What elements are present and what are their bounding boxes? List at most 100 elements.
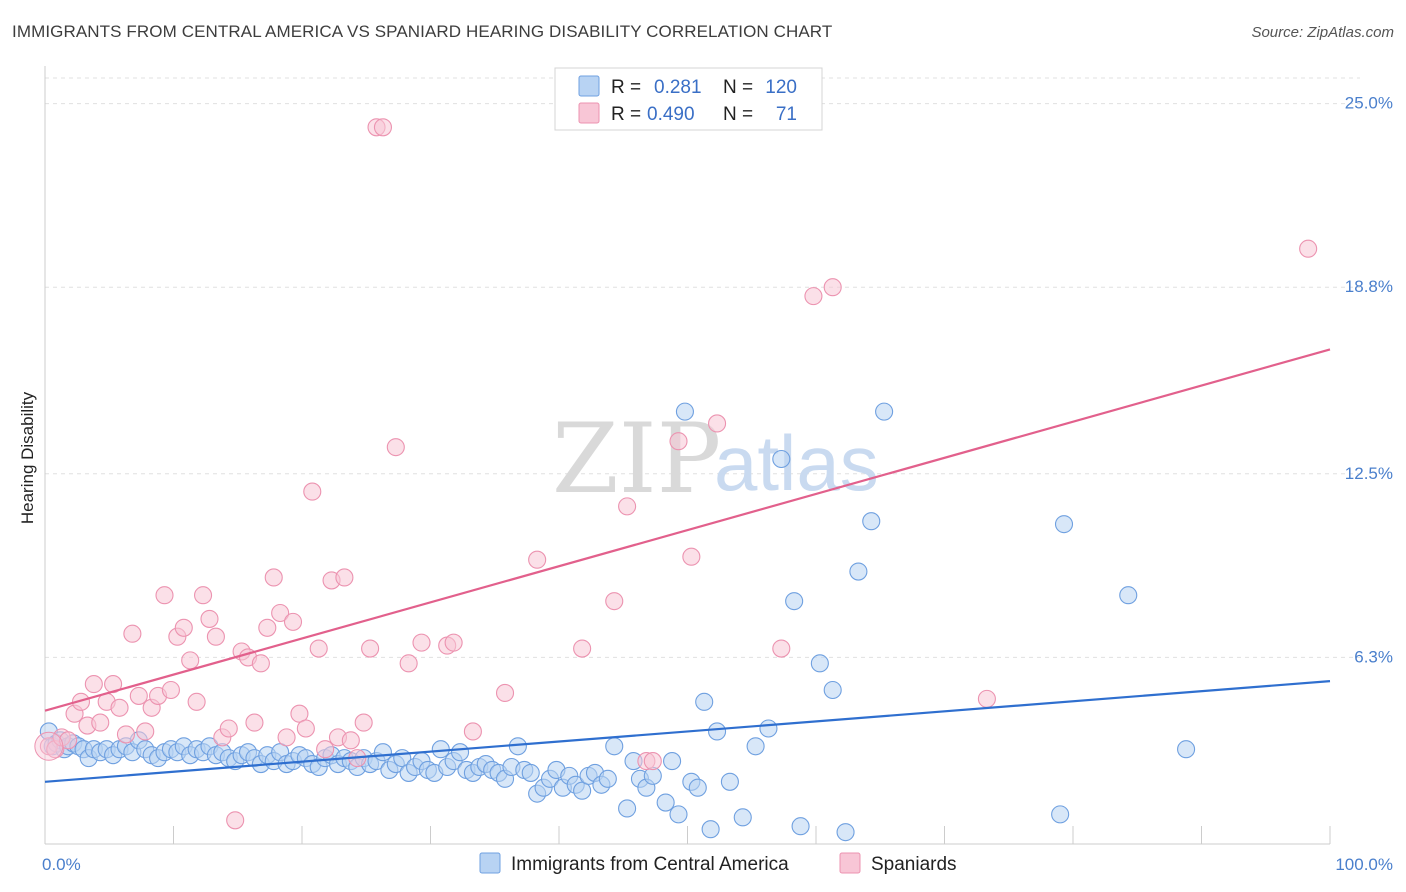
point-spaniards	[251, 654, 270, 673]
point-spaniards	[59, 731, 78, 750]
point-central-america	[759, 719, 778, 738]
y-tick-label: 6.3%	[1354, 647, 1393, 666]
point-spaniards	[129, 686, 148, 705]
trend-line-spaniards	[44, 348, 1331, 712]
point-central-america	[598, 769, 617, 788]
point-spaniards	[528, 550, 547, 569]
y-tick-label: 25.0%	[1345, 94, 1393, 113]
point-central-america	[373, 743, 393, 762]
series-legend: Immigrants from Central America Spaniard…	[479, 852, 957, 875]
series-legend-label-spaniards: Spaniards	[871, 854, 957, 875]
point-spaniards	[643, 752, 662, 771]
legend-n-label: N =	[723, 77, 753, 98]
point-spaniards	[823, 278, 842, 297]
chart-title: IMMIGRANTS FROM CENTRAL AMERICA VS SPANI…	[12, 22, 833, 41]
point-central-america	[1054, 515, 1074, 534]
trend-lines	[44, 348, 1331, 783]
point-central-america	[451, 743, 470, 762]
chart-source: Source: ZipAtlas.com	[1251, 24, 1394, 41]
point-spaniards	[412, 633, 431, 652]
data-points	[34, 118, 1318, 842]
point-spaniards	[219, 719, 238, 738]
point-spaniards	[226, 811, 245, 830]
axes	[44, 66, 1331, 845]
y-tick-label: 12.5%	[1345, 464, 1393, 483]
legend-r-label: R =	[611, 77, 641, 98]
point-central-america	[862, 512, 881, 531]
point-spaniards	[200, 609, 219, 628]
legend-n-value: 71	[776, 104, 797, 125]
stats-legend: R = 0.281 N = 120 R = 0.490 N = 71	[554, 67, 823, 131]
point-spaniards	[194, 586, 213, 605]
series-legend-swatch-spaniards	[839, 852, 861, 874]
point-central-america	[605, 737, 624, 756]
y-axis-label: Hearing Disability	[18, 391, 37, 524]
point-spaniards	[123, 624, 142, 643]
point-central-america	[810, 654, 829, 673]
point-spaniards	[386, 438, 405, 457]
point-spaniards	[682, 547, 701, 566]
point-central-america	[618, 799, 637, 818]
point-central-america	[772, 449, 791, 469]
point-spaniards	[373, 118, 393, 137]
point-spaniards	[283, 612, 303, 631]
point-central-america	[701, 820, 720, 839]
point-spaniards	[495, 683, 515, 703]
point-spaniards	[136, 722, 155, 741]
point-spaniards	[618, 497, 637, 516]
point-spaniards	[277, 728, 296, 747]
point-central-america	[791, 817, 810, 836]
point-central-america	[669, 805, 688, 824]
point-central-america	[695, 692, 714, 711]
grid-lines	[45, 77, 1360, 658]
point-spaniards	[605, 592, 624, 611]
point-spaniards	[84, 675, 103, 694]
y-tick-labels: 6.3% 12.5% 18.8% 25.0%	[1345, 94, 1393, 667]
point-spaniards	[264, 568, 283, 587]
point-spaniards	[161, 680, 180, 700]
point-central-america	[1177, 740, 1196, 759]
point-spaniards	[354, 713, 373, 732]
point-spaniards	[669, 432, 688, 451]
point-central-america	[663, 752, 682, 771]
point-spaniards	[708, 414, 727, 433]
point-spaniards	[187, 692, 206, 711]
point-spaniards	[772, 639, 791, 658]
point-spaniards	[309, 639, 328, 658]
point-spaniards	[116, 725, 136, 744]
point-spaniards	[316, 740, 335, 759]
point-central-america	[849, 562, 868, 581]
watermark-zip: ZIP	[552, 403, 721, 515]
point-central-america	[785, 592, 804, 611]
x-tick-label: 100.0%	[1335, 855, 1393, 874]
point-spaniards	[804, 287, 823, 306]
point-central-america	[1051, 805, 1070, 824]
point-spaniards	[977, 689, 996, 708]
point-central-america	[836, 823, 855, 842]
point-spaniards-cluster	[34, 731, 64, 761]
point-spaniards	[296, 719, 315, 738]
x-tick-labels: 0.0% 100.0%	[42, 855, 1393, 874]
legend-r-value: 0.281	[654, 77, 702, 98]
point-central-america	[521, 763, 540, 782]
point-central-america	[733, 808, 752, 827]
point-spaniards	[444, 633, 463, 652]
point-spaniards	[71, 692, 91, 711]
series-legend-label-central-america: Immigrants from Central America	[511, 854, 789, 875]
legend-swatch-spaniards	[578, 102, 600, 124]
point-spaniards	[91, 713, 110, 732]
legend-n-label: N =	[723, 104, 753, 125]
series-legend-swatch-central-america	[479, 852, 501, 874]
legend-swatch-central-america	[578, 75, 600, 97]
legend-n-value: 120	[765, 77, 797, 98]
y-tick-label: 18.8%	[1345, 277, 1393, 296]
point-central-america	[688, 778, 707, 797]
watermark-atlas: atlas	[714, 419, 879, 507]
point-spaniards	[573, 639, 592, 658]
point-spaniards	[174, 618, 193, 637]
point-spaniards	[155, 586, 174, 605]
point-spaniards	[303, 482, 322, 501]
point-central-america	[823, 680, 842, 700]
point-spaniards	[335, 568, 354, 587]
